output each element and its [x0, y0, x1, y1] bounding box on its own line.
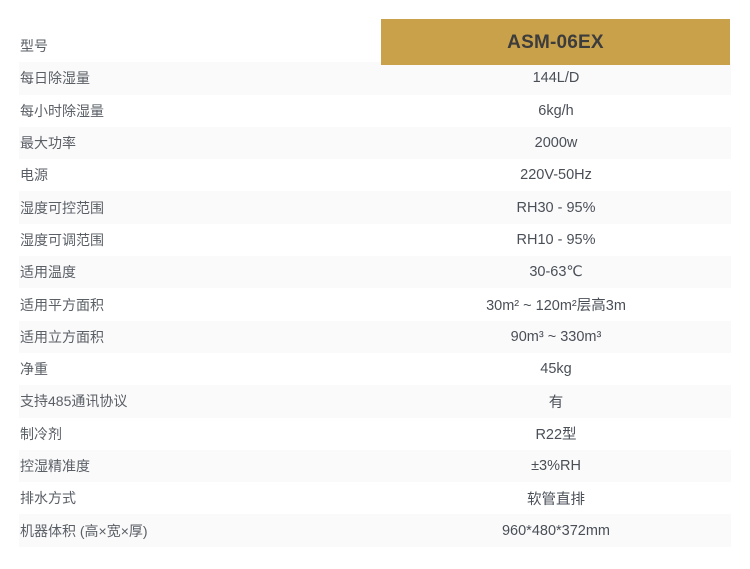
spec-value: 30-63℃ — [529, 264, 583, 281]
spec-value: RH10 - 95% — [516, 231, 596, 248]
table-row: 每日除湿量 144L/D — [19, 62, 731, 95]
spec-value: 有 — [548, 394, 564, 411]
table-row: 湿度可调范围 RH10 - 95% — [19, 223, 731, 257]
spec-label: 每日除湿量 — [20, 70, 90, 87]
table-row: 适用平方面积 30m² ~ 120m²层高3m — [19, 288, 731, 321]
spec-label: 型号 — [20, 38, 48, 55]
table-row: 适用立方面积 90m³ ~ 330m³ — [19, 320, 731, 353]
table-row: 湿度可控范围 RH30 - 95% — [19, 191, 731, 224]
spec-label: 每小时除湿量 — [20, 102, 104, 119]
spec-label: 制冷剂 — [20, 425, 62, 442]
model-highlight-banner: ASM-06EX — [381, 19, 730, 65]
spec-label: 适用立方面积 — [20, 328, 104, 345]
spec-label: 湿度可控范围 — [20, 199, 104, 216]
spec-label: 电源 — [20, 167, 48, 184]
spec-value: 30m² ~ 120m²层高3m — [486, 298, 626, 315]
spec-label: 支持485通讯协议 — [20, 393, 128, 410]
table-row: 最大功率 2000w — [19, 126, 731, 160]
spec-value: 软管直排 — [527, 491, 585, 508]
spec-value: ±3%RH — [531, 458, 581, 474]
spec-value: 6kg/h — [538, 102, 574, 119]
spec-value: R22型 — [535, 427, 577, 444]
spec-value: 220V-50Hz — [520, 167, 592, 184]
spec-value: 144L/D — [532, 70, 580, 87]
table-row: 控湿精准度 ±3%RH — [19, 449, 731, 483]
spec-label: 机器体积 (高×宽×厚) — [20, 522, 148, 539]
table-row: 每小时除湿量 6kg/h — [19, 94, 731, 127]
spec-value: RH30 - 95% — [516, 199, 596, 216]
spec-label: 净重 — [20, 361, 48, 378]
spec-label: 湿度可调范围 — [20, 231, 104, 248]
spec-table: 型号 ASM-06EX 每日除湿量 144L/D 每小时除湿量 6kg/h 最大功率 2000… — [19, 30, 731, 547]
table-row: 适用温度 30-63℃ — [19, 256, 731, 289]
spec-label: 适用温度 — [20, 264, 76, 281]
spec-table-body: 型号 ASM-06EX 每日除湿量 144L/D 每小时除湿量 6kg/h 最大功率 2000… — [19, 30, 731, 547]
spec-label: 适用平方面积 — [20, 296, 104, 313]
table-row: 支持485通讯协议 有 — [19, 385, 731, 418]
model-highlight-label: ASM-06EX — [507, 31, 604, 53]
spec-label: 排水方式 — [20, 490, 76, 507]
spec-value: 960*480*372mm — [501, 522, 611, 539]
table-row: 净重 45kg — [19, 352, 731, 386]
table-row: 排水方式 软管直排 — [19, 482, 731, 515]
spec-label: 最大功率 — [20, 135, 76, 152]
spec-value: 90m³ ~ 330m³ — [510, 328, 602, 345]
table-row: 机器体积 (高×宽×厚) 960*480*372mm — [19, 514, 731, 547]
spec-value: 2000w — [534, 135, 578, 152]
spec-label: 控湿精准度 — [20, 458, 90, 474]
table-row: 电源 220V-50Hz — [19, 159, 731, 192]
table-row: 制冷剂 R22型 — [19, 417, 731, 450]
spec-value: 45kg — [540, 361, 572, 378]
